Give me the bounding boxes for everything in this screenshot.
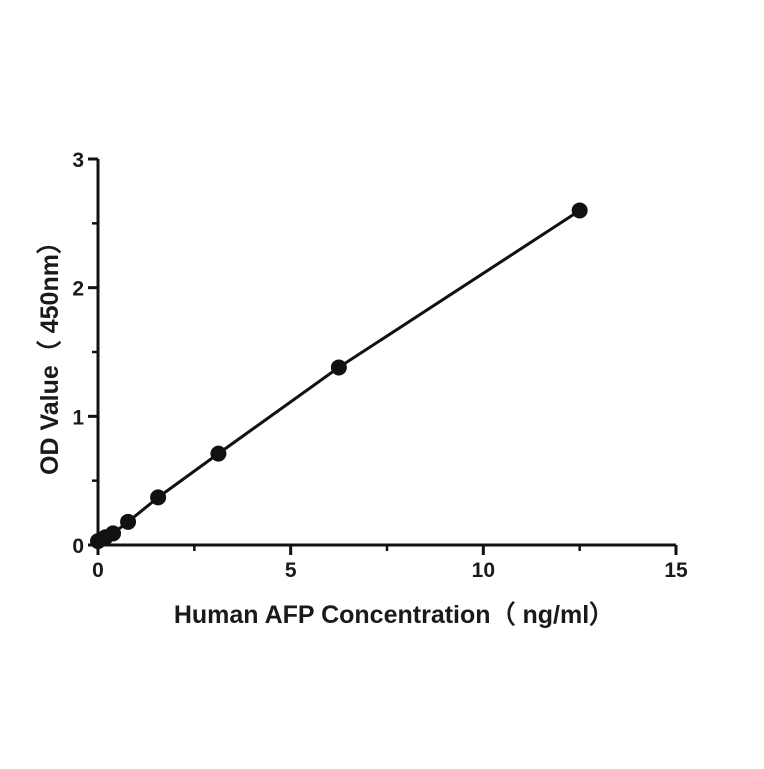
y-tick-label: 0 [72,535,84,558]
x-tick-label: 5 [285,559,297,582]
x-tick-label: 15 [664,559,688,582]
fit-line [97,209,581,543]
x-tick-label: 0 [92,559,104,582]
y-tick-label: 3 [72,149,84,172]
data-point [105,525,122,542]
data-point [571,202,588,219]
x-tick-label: 10 [472,559,495,582]
fit-line-layer [97,209,581,543]
data-point [120,513,137,530]
data-point [330,359,347,376]
axes [96,159,676,547]
x-axis-title: Human AFP Concentration（ ng/ml） [174,600,614,629]
data-point [210,445,227,462]
data-points [90,202,588,550]
y-axis-title: OD Value（ 450nm） [35,229,64,475]
y-tick-label: 2 [72,278,84,301]
data-point [150,489,167,506]
ticks: 0 5 10 15 0 1 2 3 [72,149,688,582]
y-tick-label: 1 [72,406,84,429]
